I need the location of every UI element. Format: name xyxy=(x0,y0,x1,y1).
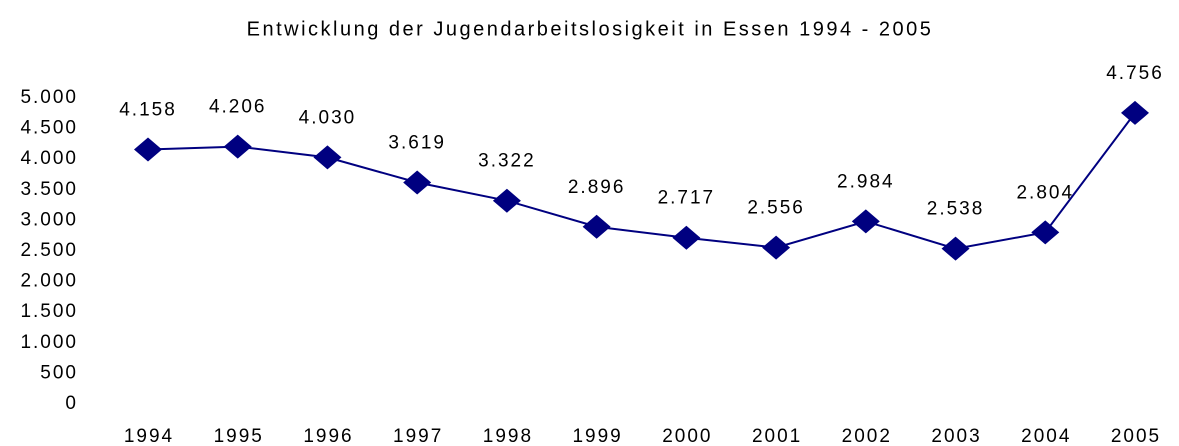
x-tick-label: 1995 xyxy=(214,426,264,446)
y-tick-label: 500 xyxy=(40,362,78,383)
data-label: 4.158 xyxy=(119,100,177,121)
x-tick-label: 2000 xyxy=(662,426,712,446)
data-label: 2.538 xyxy=(927,199,985,220)
marker xyxy=(941,236,970,261)
marker xyxy=(492,188,521,213)
chart-title: Entwicklung der Jugendarbeitslosigkeit i… xyxy=(247,18,934,40)
x-tick-label: 2001 xyxy=(752,426,802,446)
data-label: 4.756 xyxy=(1106,63,1164,84)
y-tick-label: 1.000 xyxy=(20,332,78,353)
data-label: 4.206 xyxy=(209,97,267,118)
marker xyxy=(851,209,880,234)
data-label: 2.556 xyxy=(747,198,805,219)
y-tick-label: 3.000 xyxy=(20,209,78,230)
marker xyxy=(762,235,791,260)
data-label: 2.896 xyxy=(568,177,626,198)
y-tick-label: 0 xyxy=(65,393,78,414)
data-label: 3.322 xyxy=(478,151,536,172)
data-label: 3.619 xyxy=(388,133,446,154)
y-tick-label: 3.500 xyxy=(20,179,78,200)
y-tick-label: 4.000 xyxy=(20,148,78,169)
marker xyxy=(134,137,162,162)
marker xyxy=(672,225,701,250)
x-tick-label: 1997 xyxy=(393,426,443,446)
data-label: 2.717 xyxy=(658,188,716,209)
x-tick-label: 2002 xyxy=(842,426,892,446)
y-tick-label: 4.500 xyxy=(20,118,78,139)
y-tick-label: 5.000 xyxy=(20,87,78,108)
marker xyxy=(223,134,252,159)
line xyxy=(147,112,1136,250)
marker xyxy=(1031,220,1060,245)
x-tick-label: 2004 xyxy=(1021,426,1071,446)
marker xyxy=(582,214,611,239)
y-tick-label: 2.000 xyxy=(20,271,78,292)
data-label: 4.030 xyxy=(299,107,357,128)
data-label: 2.984 xyxy=(837,171,895,192)
marker xyxy=(403,170,432,195)
marker xyxy=(1121,100,1149,125)
x-tick-label: 2005 xyxy=(1111,426,1161,446)
x-tick-label: 1994 xyxy=(124,426,174,446)
marker xyxy=(313,145,342,170)
x-tick-label: 1996 xyxy=(303,426,353,446)
x-tick-label: 2003 xyxy=(931,426,981,446)
data-label: 2.804 xyxy=(1016,182,1074,203)
x-tick-label: 1999 xyxy=(572,426,622,446)
y-tick-label: 1.500 xyxy=(20,301,78,322)
y-tick-label: 2.500 xyxy=(20,240,78,261)
x-tick-label: 1998 xyxy=(483,426,533,446)
